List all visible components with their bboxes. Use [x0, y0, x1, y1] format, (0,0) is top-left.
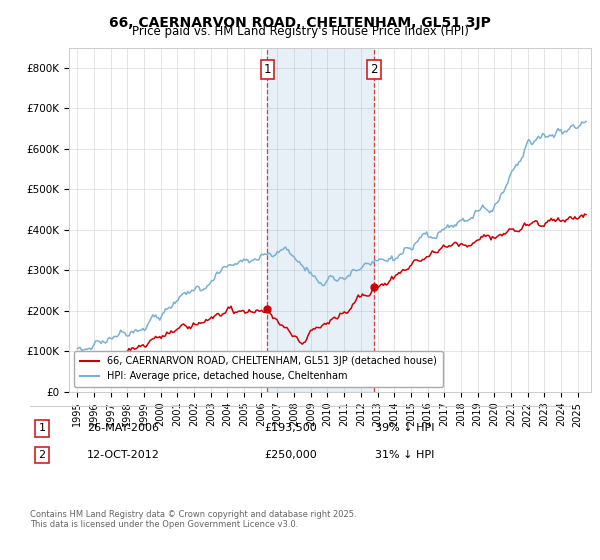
Text: 31% ↓ HPI: 31% ↓ HPI	[375, 450, 434, 460]
Text: 2: 2	[38, 450, 46, 460]
Legend: 66, CAERNARVON ROAD, CHELTENHAM, GL51 3JP (detached house), HPI: Average price, : 66, CAERNARVON ROAD, CHELTENHAM, GL51 3J…	[74, 351, 443, 387]
Text: 26-MAY-2006: 26-MAY-2006	[87, 423, 159, 433]
Text: £193,500: £193,500	[264, 423, 317, 433]
Text: Price paid vs. HM Land Registry's House Price Index (HPI): Price paid vs. HM Land Registry's House …	[131, 25, 469, 38]
Text: 39% ↓ HPI: 39% ↓ HPI	[375, 423, 434, 433]
Text: £250,000: £250,000	[264, 450, 317, 460]
Text: 66, CAERNARVON ROAD, CHELTENHAM, GL51 3JP: 66, CAERNARVON ROAD, CHELTENHAM, GL51 3J…	[109, 16, 491, 30]
Text: 1: 1	[38, 423, 46, 433]
Text: Contains HM Land Registry data © Crown copyright and database right 2025.
This d: Contains HM Land Registry data © Crown c…	[30, 510, 356, 529]
Text: 1: 1	[264, 63, 271, 76]
Bar	[268, 48, 374, 392]
Text: 12-OCT-2012: 12-OCT-2012	[87, 450, 160, 460]
Text: 2: 2	[370, 63, 377, 76]
